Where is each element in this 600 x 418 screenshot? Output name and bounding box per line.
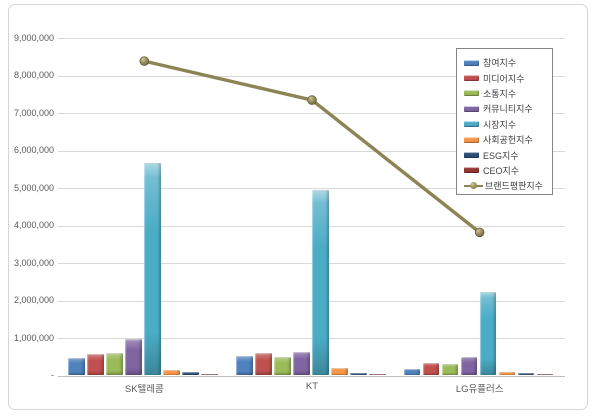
bar-시장지수-KT: [312, 190, 329, 376]
legend-dot-icon: [470, 182, 477, 190]
y-axis-tick-label: 1,000,000: [13, 332, 54, 343]
y-axis-tick-label: 9,000,000: [13, 32, 54, 43]
legend-label: 미디어지수: [483, 73, 525, 84]
legend-label: 소통지수: [483, 88, 517, 99]
bar-CEO지수-LG유플러스: [536, 373, 554, 376]
legend-swatch-icon: [464, 105, 479, 112]
legend-item-시장지수: 시장지수: [464, 117, 552, 132]
legend-item-커뮤니티지수: 커뮤니티지수: [464, 101, 552, 116]
bar-시장지수-LG유플러스: [479, 291, 497, 376]
legend-label: ESG지수: [483, 150, 519, 161]
legend-swatch-icon: [464, 167, 479, 174]
legend-swatch-icon: [464, 59, 479, 66]
legend-label: 참여지수: [483, 58, 517, 69]
bar-소통지수-LG유플러스: [441, 364, 459, 376]
bar-미디어지수-SK텔레콤: [87, 354, 104, 376]
x-axis-label: KT: [305, 381, 319, 392]
legend-label: CEO지수: [483, 165, 520, 176]
bar-소통지수-SK텔레콤: [106, 352, 123, 376]
bar-ESG지수-SK텔레콤: [182, 372, 199, 376]
bar-ESG지수-LG유플러스: [517, 373, 535, 376]
legend-label: 사회공헌지수: [483, 135, 533, 146]
legend-label: 시장지수: [483, 119, 517, 130]
y-axis-tick-label: 5,000,000: [13, 182, 54, 193]
legend-line-marker-icon: [464, 182, 483, 190]
legend-label: 브랜드평판지수: [485, 181, 543, 192]
y-axis-tick-label: -: [51, 370, 54, 380]
bar-미디어지수-KT: [255, 353, 272, 376]
bar-ESG지수-KT: [350, 372, 367, 376]
gridline: [58, 38, 565, 40]
bar-커뮤니티지수-KT: [293, 352, 310, 376]
y-axis-tick-label: 7,000,000: [13, 107, 54, 118]
bar-참여지수-SK텔레콤: [68, 357, 85, 376]
legend-item-CEO지수: CEO지수: [464, 163, 552, 178]
bar-사회공헌지수-LG유플러스: [498, 371, 516, 376]
bar-참여지수-KT: [236, 355, 253, 376]
legend-swatch-icon: [464, 152, 479, 159]
legend-item-사회공헌지수: 사회공헌지수: [464, 132, 552, 147]
bar-CEO지수-KT: [369, 374, 386, 376]
y-axis-tick-label: 3,000,000: [13, 257, 54, 268]
legend-item-참여지수: 참여지수: [464, 55, 552, 70]
legend-swatch-icon: [464, 121, 479, 128]
bar-CEO지수-SK텔레콤: [201, 373, 218, 376]
x-axis-label: LG유플러스: [455, 384, 504, 395]
gridline: [58, 338, 565, 340]
bar-미디어지수-LG유플러스: [422, 363, 440, 376]
bar-소통지수-KT: [274, 357, 291, 376]
legend-swatch-icon: [464, 75, 479, 82]
legend-item-소통지수: 소통지수: [464, 86, 552, 101]
gridline: [58, 263, 565, 265]
bar-참여지수-LG유플러스: [403, 368, 421, 376]
legend-label: 커뮤니티지수: [483, 104, 533, 115]
y-axis-tick-label: 8,000,000: [13, 70, 54, 81]
legend-item-미디어지수: 미디어지수: [464, 70, 552, 85]
legend-swatch-icon: [464, 90, 479, 97]
x-axis-line: [58, 376, 565, 377]
bar-커뮤니티지수-SK텔레콤: [125, 339, 142, 376]
x-axis-label: SK텔레콤: [124, 384, 164, 395]
legend-swatch-icon: [464, 136, 479, 143]
legend-item-브랜드평판지수: 브랜드평판지수: [464, 178, 552, 193]
bar-시장지수-SK텔레콤: [144, 163, 161, 376]
bar-사회공헌지수-SK텔레콤: [163, 369, 180, 376]
y-axis-tick-label: 4,000,000: [13, 220, 54, 231]
y-axis-tick-label: 6,000,000: [13, 145, 54, 156]
bar-커뮤니티지수-LG유플러스: [460, 356, 478, 376]
bar-사회공헌지수-KT: [331, 368, 348, 376]
gridline: [58, 300, 565, 302]
y-axis-tick-label: 2,000,000: [13, 295, 54, 306]
legend-item-ESG지수: ESG지수: [464, 147, 552, 162]
